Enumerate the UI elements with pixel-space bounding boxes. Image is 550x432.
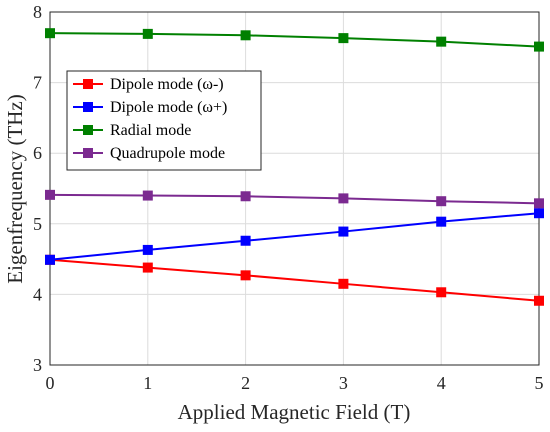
data-point bbox=[142, 262, 153, 273]
legend-label: Radial mode bbox=[110, 122, 191, 139]
series-line bbox=[49, 32, 540, 48]
data-point bbox=[240, 270, 251, 281]
x-tick-label: 1 bbox=[143, 373, 152, 393]
data-point bbox=[534, 295, 544, 306]
data-point bbox=[338, 278, 349, 289]
x-axis-label: Applied Magnetic Field (T) bbox=[178, 400, 411, 424]
data-point bbox=[142, 28, 153, 39]
y-tick-label: 3 bbox=[33, 355, 42, 375]
legend: Dipole mode (ω-) Dipole mode (ω+) Radial m… bbox=[66, 70, 262, 171]
series-layer bbox=[45, 28, 544, 306]
plot-frame bbox=[49, 11, 540, 366]
x-tick-label: 5 bbox=[535, 373, 544, 393]
legend-item: Dipole mode (ω-) bbox=[73, 76, 224, 93]
legend-swatch-marker bbox=[83, 102, 93, 112]
series-line bbox=[49, 258, 540, 302]
series-line bbox=[49, 212, 540, 261]
y-tick-label: 4 bbox=[33, 284, 42, 304]
data-point bbox=[436, 196, 447, 207]
data-point bbox=[338, 33, 349, 44]
data-point bbox=[534, 41, 544, 52]
data-point bbox=[45, 189, 55, 200]
legend-swatch-marker bbox=[83, 79, 93, 89]
data-point bbox=[534, 208, 544, 219]
legend-swatch-marker bbox=[83, 148, 93, 158]
data-point bbox=[338, 226, 349, 237]
data-point bbox=[436, 216, 447, 227]
legend-item: Radial mode bbox=[73, 122, 191, 139]
legend-label: Dipole mode (ω+) bbox=[110, 99, 227, 116]
legend-label: Dipole mode (ω-) bbox=[110, 76, 224, 93]
legend-label: Quadrupole mode bbox=[110, 145, 225, 162]
data-point bbox=[142, 190, 153, 201]
series-line bbox=[49, 193, 540, 205]
x-tick-label: 0 bbox=[46, 373, 55, 393]
data-point bbox=[240, 235, 251, 246]
series-1 bbox=[45, 208, 544, 265]
data-point bbox=[534, 198, 544, 209]
data-point bbox=[436, 36, 447, 47]
grid bbox=[49, 11, 540, 366]
series-3 bbox=[45, 189, 544, 209]
y-tick-label: 5 bbox=[33, 214, 42, 234]
y-axis-label: Eigenfrequency (THz) bbox=[3, 94, 27, 283]
legend-item: Quadrupole mode bbox=[73, 145, 225, 162]
data-point bbox=[45, 28, 55, 39]
series-2 bbox=[45, 28, 544, 52]
x-tick-label: 2 bbox=[241, 373, 250, 393]
data-point bbox=[338, 193, 349, 204]
data-point bbox=[436, 287, 447, 298]
data-point bbox=[45, 254, 55, 265]
data-point bbox=[240, 191, 251, 202]
series-0 bbox=[45, 254, 544, 306]
y-tick-label: 8 bbox=[33, 2, 42, 22]
tick-labels: 0 1 2 3 4 5 3 4 5 6 7 8 bbox=[33, 2, 544, 393]
y-tick-label: 7 bbox=[33, 73, 42, 93]
data-point bbox=[240, 30, 251, 41]
legend-item: Dipole mode (ω+) bbox=[73, 99, 227, 116]
y-tick-label: 6 bbox=[33, 143, 42, 163]
data-point bbox=[142, 244, 153, 255]
legend-swatch-marker bbox=[83, 125, 93, 135]
x-tick-label: 3 bbox=[339, 373, 348, 393]
x-tick-label: 4 bbox=[437, 373, 446, 393]
